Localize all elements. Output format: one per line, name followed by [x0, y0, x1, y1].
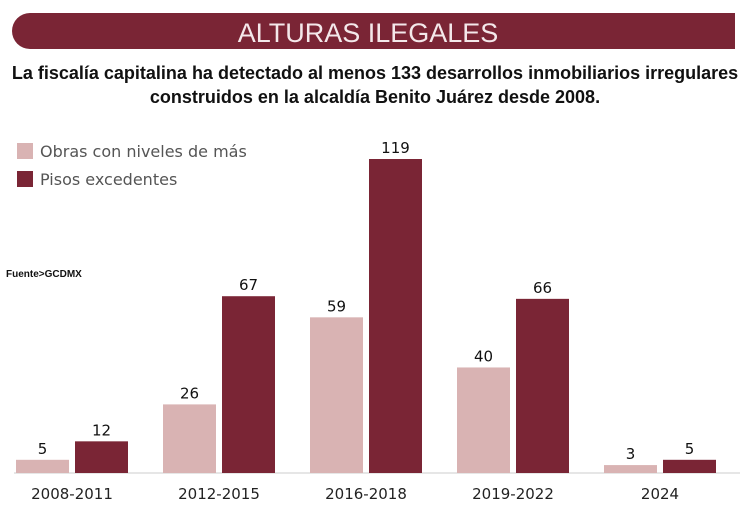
legend-swatch-light: [17, 143, 33, 159]
bar-pisos-2016-2018: [369, 159, 422, 473]
data-label: 40: [474, 347, 493, 365]
chart-title: ALTURAS ILEGALES: [238, 18, 499, 48]
data-label: 119: [381, 139, 410, 157]
data-label: 67: [239, 276, 258, 294]
x-tick-label: 2008-2011: [31, 485, 113, 503]
bar-obras-2012-2015: [163, 404, 216, 473]
x-tick-label: 2024: [641, 485, 679, 503]
data-label: 59: [327, 297, 346, 315]
bar-obras-2024: [604, 465, 657, 473]
subtitle-line-1: La fiscalía capitalina ha detectado al m…: [12, 63, 738, 83]
data-label: 26: [180, 384, 199, 402]
bar-pisos-2008-2011: [75, 441, 128, 473]
data-label: 3: [626, 445, 636, 463]
x-tick-label: 2012-2015: [178, 485, 260, 503]
x-tick-label: 2019-2022: [472, 485, 554, 503]
bar-obras-2008-2011: [16, 459, 69, 473]
data-label: 66: [533, 279, 552, 297]
subtitle-line-2: construidos en la alcaldía Benito Juárez…: [150, 87, 600, 107]
x-tick-label: 2016-2018: [325, 485, 407, 503]
source-note: Fuente>GCDMX: [6, 269, 82, 280]
data-label: 5: [685, 440, 695, 458]
legend-label-light: Obras con niveles de más: [40, 142, 247, 161]
data-label: 5: [38, 440, 48, 458]
bar-obras-2019-2022: [457, 367, 510, 473]
bar-pisos-2019-2022: [516, 298, 569, 473]
legend-label-dark: Pisos excedentes: [40, 170, 177, 189]
data-label: 12: [92, 421, 111, 439]
title-banner: [12, 13, 735, 49]
bar-pisos-2012-2015: [222, 296, 275, 473]
bar-obras-2016-2018: [310, 317, 363, 473]
bar-pisos-2024: [663, 459, 716, 473]
legend-swatch-dark: [17, 171, 33, 187]
